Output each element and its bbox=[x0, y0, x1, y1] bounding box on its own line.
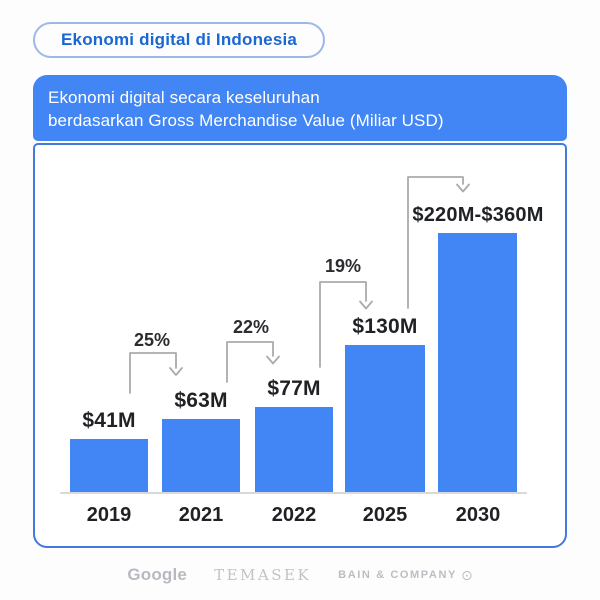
bar bbox=[162, 419, 240, 492]
growth-arrow-2019-2021-icon bbox=[129, 352, 183, 394]
chart-subtitle-line2: berdasarkan Gross Merchandise Value (Mil… bbox=[48, 111, 444, 130]
bar-value-label: $130M bbox=[352, 315, 418, 338]
growth-arrow-2021-2022-icon bbox=[226, 341, 280, 383]
page-title-badge-label: Ekonomi digital di Indonesia bbox=[61, 30, 298, 49]
x-axis-label: 2019 bbox=[86, 504, 132, 526]
x-axis-label: 2030 bbox=[455, 504, 501, 526]
bar bbox=[438, 233, 517, 492]
bar-chart: 25% 22% 19% $41M $63M $77M $130M $220M-$… bbox=[33, 143, 567, 548]
x-axis-label: 2021 bbox=[178, 504, 224, 526]
bar bbox=[70, 439, 148, 492]
bar-value-label: $41M bbox=[82, 409, 136, 432]
bain-logo-mark-icon: ⊙ bbox=[460, 566, 473, 583]
bar bbox=[345, 345, 425, 492]
temasek-logo: TEMASEK bbox=[214, 566, 312, 584]
source-logos-row: Google TEMASEK BAIN & COMPANY ⊙ bbox=[0, 565, 600, 585]
growth-arrows-layer bbox=[129, 176, 470, 394]
chart-subtitle-card: Ekonomi digital secara keseluruhan berda… bbox=[33, 75, 567, 141]
x-axis-label: 2025 bbox=[362, 504, 408, 526]
chart-subtitle-line1: Ekonomi digital secara keseluruhan bbox=[48, 88, 320, 107]
growth-label-2019-2021: 25% bbox=[133, 330, 171, 350]
bar bbox=[255, 407, 333, 492]
x-axis-line bbox=[60, 492, 527, 494]
page-title-badge: Ekonomi digital di Indonesia bbox=[33, 22, 326, 58]
bar-chart-card: 25% 22% 19% $41M $63M $77M $130M $220M-$… bbox=[33, 143, 567, 548]
bar-value-label: $63M bbox=[174, 389, 228, 412]
growth-label-2021-2022: 22% bbox=[232, 317, 270, 337]
growth-arrow-2025-2030-icon bbox=[407, 176, 470, 309]
bar-value-label: $220M-$360M bbox=[412, 204, 544, 226]
x-axis-label: 2022 bbox=[271, 504, 317, 526]
growth-arrow-2022-2025-icon bbox=[319, 281, 373, 368]
growth-label-2022-2025: 19% bbox=[324, 256, 362, 276]
bar-value-label: $77M bbox=[267, 377, 321, 400]
google-logo: Google bbox=[127, 565, 188, 584]
bain-company-logo: BAIN & COMPANY ⊙ bbox=[338, 567, 473, 584]
bain-company-logo-text: BAIN & COMPANY bbox=[338, 569, 457, 581]
